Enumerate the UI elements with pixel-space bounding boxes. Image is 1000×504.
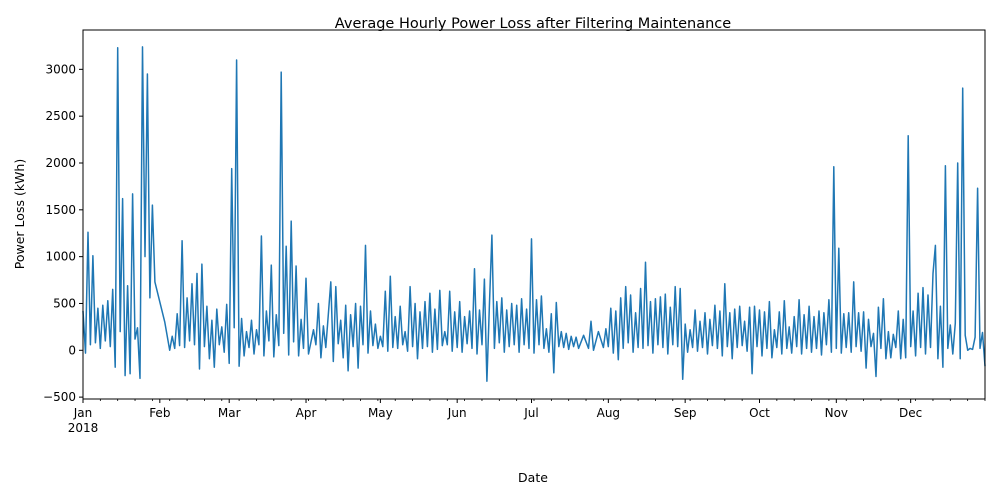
x-axis-label: Date bbox=[518, 470, 548, 485]
y-tick-label: −500 bbox=[43, 390, 76, 404]
y-tick-label: 2500 bbox=[45, 109, 76, 123]
x-tick-label: May bbox=[368, 406, 393, 420]
x-tick-label: Jun bbox=[447, 406, 467, 420]
x-tick-label: Oct bbox=[749, 406, 770, 420]
x-tick-label: Mar bbox=[218, 406, 241, 420]
y-axis: −500 0 500 1000 1500 2000 2500 3000 bbox=[43, 62, 83, 404]
chart-title: Average Hourly Power Loss after Filterin… bbox=[335, 16, 731, 32]
x-tick-label: Feb bbox=[149, 406, 170, 420]
y-tick-label: 1000 bbox=[45, 250, 76, 264]
y-tick-label: 0 bbox=[68, 343, 76, 357]
y-tick-label: 500 bbox=[53, 296, 76, 310]
plot-area bbox=[82, 29, 986, 400]
series-line bbox=[82, 46, 986, 382]
x-tick-label: Nov bbox=[825, 406, 848, 420]
y-axis-label: Power Loss (kWh) bbox=[12, 159, 27, 269]
x-tick-label: Jan bbox=[73, 406, 93, 420]
x-tick-sublabel: 2018 bbox=[68, 421, 99, 435]
x-tick-label: Dec bbox=[899, 406, 922, 420]
x-tick-label: Aug bbox=[597, 406, 620, 420]
y-tick-label: 2000 bbox=[45, 156, 76, 170]
y-tick-label: 3000 bbox=[45, 62, 76, 76]
x-tick-label: Apr bbox=[296, 406, 317, 420]
x-tick-label: Sep bbox=[674, 406, 697, 420]
x-tick-label: Jul bbox=[523, 406, 538, 420]
y-tick-label: 1500 bbox=[45, 203, 76, 217]
